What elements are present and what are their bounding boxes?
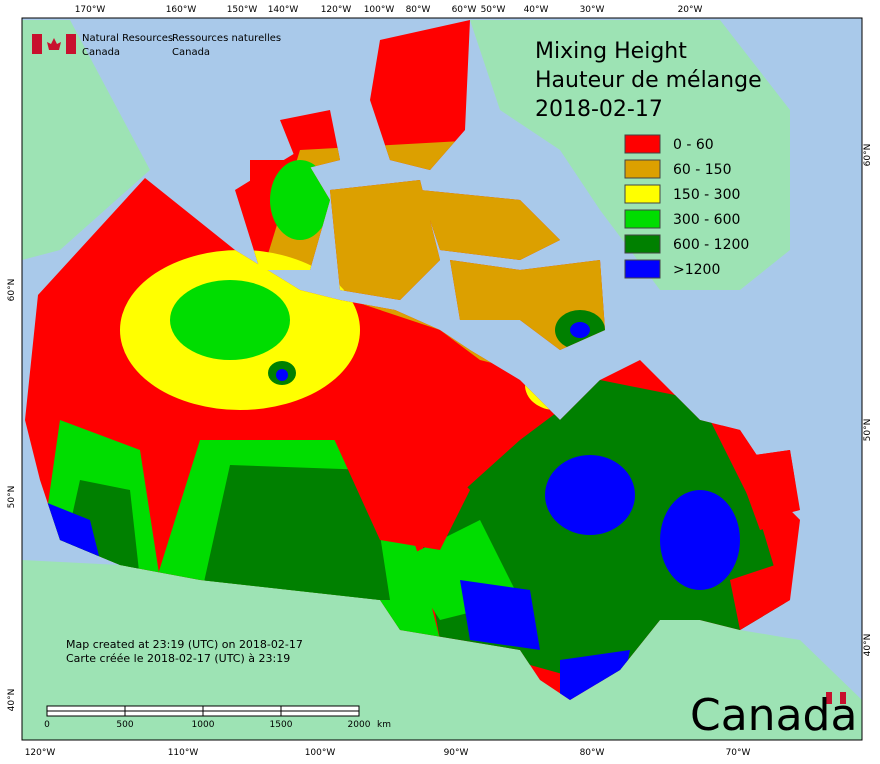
lat-label: 50°N — [7, 486, 17, 509]
legend-swatch — [624, 159, 661, 179]
lon-label: 120°W — [321, 5, 352, 15]
lon-label: 100°W — [364, 5, 395, 15]
legend-swatch — [624, 209, 661, 229]
lat-label: 60°N — [863, 144, 873, 167]
lon-label: 70°W — [726, 748, 751, 758]
scale-label: 0 — [44, 720, 50, 730]
scale-segment — [202, 710, 282, 717]
lon-label: 100°W — [305, 748, 336, 758]
lat-label: 40°N — [863, 634, 873, 657]
scale-segment — [124, 705, 204, 712]
agency-fr: Canada — [172, 47, 210, 58]
agency-en: Canada — [82, 47, 120, 58]
legend-swatch — [624, 134, 661, 154]
legend-swatch — [624, 184, 661, 204]
nrcan-logo — [32, 34, 76, 54]
alaska — [22, 20, 150, 260]
lon-label: 160°W — [166, 5, 197, 15]
lon-label: 20°W — [678, 5, 703, 15]
map-border — [21, 17, 863, 741]
wordmark: Canada — [690, 690, 857, 741]
map-note: Carte créée le 2018-02-17 (UTC) à 23:19 — [66, 652, 290, 665]
usa — [22, 560, 862, 740]
legend-label: >1200 — [673, 262, 720, 278]
scale-label: 500 — [116, 720, 133, 730]
map-note: Map created at 23:19 (UTC) on 2018-02-17 — [66, 638, 303, 651]
agency-en: Natural Resources — [82, 33, 173, 44]
scale-unit: km — [377, 720, 391, 730]
lon-label: 80°W — [406, 5, 431, 15]
map-title: Hauteur de mélange — [535, 68, 762, 93]
scale-segment — [280, 705, 360, 712]
lon-label: 90°W — [444, 748, 469, 758]
agency-fr: Ressources naturelles — [172, 33, 281, 44]
lon-label: 30°W — [580, 5, 605, 15]
lon-label: 120°W — [25, 748, 56, 758]
legend-label: 0 - 60 — [673, 137, 714, 153]
legend-swatch — [624, 234, 661, 254]
scale-label: 1500 — [270, 720, 293, 730]
legend-label: 600 - 1200 — [673, 237, 749, 253]
lon-label: 170°W — [75, 5, 106, 15]
scale-label: 1000 — [192, 720, 215, 730]
lat-label: 60°N — [7, 279, 17, 302]
scale-segment — [46, 710, 126, 717]
lon-label: 60°W — [452, 5, 477, 15]
wordmark — [826, 692, 846, 704]
lon-label: 40°W — [524, 5, 549, 15]
greenland — [470, 20, 790, 290]
scale-label: 2000 — [348, 720, 371, 730]
legend-label: 60 - 150 — [673, 162, 732, 178]
map-title: Mixing Height — [535, 39, 687, 64]
lat-label: 40°N — [7, 689, 17, 712]
lon-label: 50°W — [481, 5, 506, 15]
lat-label: 50°N — [863, 419, 873, 442]
legend-label: 300 - 600 — [673, 212, 740, 228]
map-title: 2018-02-17 — [535, 97, 663, 122]
lon-label: 80°W — [580, 748, 605, 758]
legend-swatch — [624, 259, 661, 279]
lon-label: 150°W — [227, 5, 258, 15]
lon-label: 140°W — [268, 5, 299, 15]
lon-label: 110°W — [168, 748, 199, 758]
legend-label: 150 - 300 — [673, 187, 740, 203]
